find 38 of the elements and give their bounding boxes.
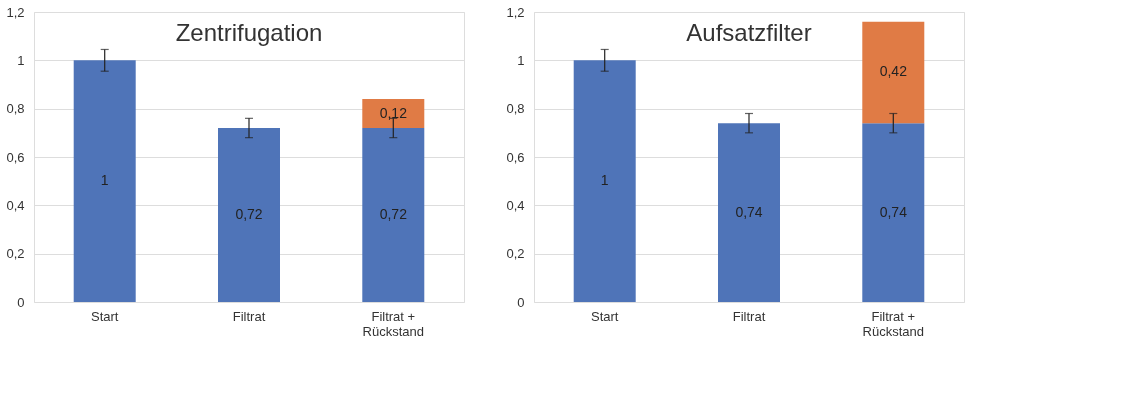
x-tick-label: Filtrat: [232, 308, 266, 324]
x-tick-label: Filtrat: [732, 308, 766, 324]
bar: [362, 128, 425, 302]
x-tick-label: Filtrat + Rückstand: [862, 308, 925, 339]
y-tick-label: 0,8: [6, 101, 25, 117]
y-tick-label: 0,2: [506, 246, 525, 262]
y-tick-label: 1: [17, 52, 25, 68]
bar: [218, 128, 280, 302]
chart-title: Aufsatzfilter: [686, 19, 812, 46]
y-tick-label: 0,6: [506, 149, 525, 165]
bar: [362, 99, 425, 128]
bar: [862, 21, 925, 124]
data-label: 0,42: [879, 63, 908, 80]
bar: [862, 123, 925, 302]
bar: [573, 60, 636, 302]
data-label: 0,74: [879, 203, 908, 220]
x-tick-label: Start: [590, 308, 619, 324]
bar: [73, 60, 136, 302]
y-tick-label: 1,2: [506, 4, 525, 20]
y-tick-label: 0,8: [506, 101, 525, 117]
data-label: 0,74: [735, 203, 763, 220]
x-tick-label: Filtrat + Rückstand: [362, 308, 425, 339]
y-tick-label: 0,4: [506, 197, 525, 213]
bar: [718, 123, 780, 302]
data-label: 1: [600, 172, 609, 189]
y-tick-label: 0,6: [6, 149, 25, 165]
data-label: 0,12: [379, 104, 408, 121]
x-tick-label: Start: [90, 308, 119, 324]
data-label: 1: [100, 172, 109, 189]
y-tick-label: 1: [517, 52, 525, 68]
y-tick-label: 0,4: [6, 197, 25, 213]
y-tick-label: 0: [517, 294, 525, 310]
y-tick-label: 1,2: [6, 4, 25, 20]
data-label: 0,72: [235, 206, 263, 222]
y-tick-label: 0,2: [6, 246, 25, 262]
chart-title: Zentrifugation: [175, 19, 323, 46]
y-tick-label: 0: [17, 294, 25, 310]
data-label: 0,72: [379, 206, 408, 222]
